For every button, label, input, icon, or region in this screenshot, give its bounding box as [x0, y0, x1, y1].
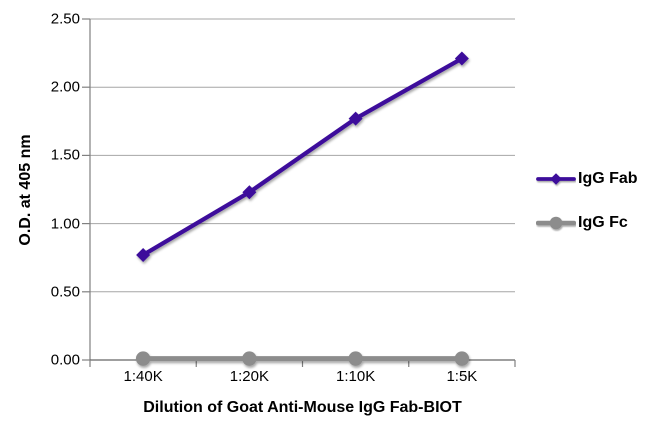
marker-igg-fc-1 — [242, 351, 257, 366]
series-igg-fab — [136, 51, 469, 262]
legend-marker-igg-fab — [536, 173, 576, 185]
marker-igg-fc-3 — [454, 351, 470, 366]
marker-igg-fab-2 — [348, 111, 363, 126]
marker-igg-fab-3 — [454, 51, 469, 66]
marker-igg-fc-0 — [135, 351, 151, 366]
legend-label-igg-fab: IgG Fab — [578, 170, 638, 187]
x-axis-title: Dilution of Goat Anti-Mouse IgG Fab-BIOT — [143, 399, 462, 416]
series-igg-fc — [135, 351, 470, 366]
marker-igg-fab-0 — [136, 247, 151, 262]
marker-igg-fc-2 — [348, 351, 363, 366]
legend-label-igg-fc: IgG Fc — [578, 214, 628, 231]
legend-marker-igg-fc — [536, 216, 576, 230]
marker-igg-fab-1 — [242, 185, 257, 200]
series-line-igg-fab — [141, 56, 464, 258]
legend-item-igg-fab: IgG Fab — [536, 170, 638, 188]
legend-item-igg-fc: IgG Fc — [536, 214, 628, 232]
